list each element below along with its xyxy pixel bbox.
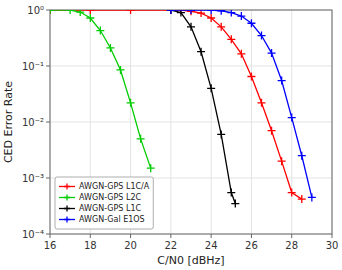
legend-label: AWGN-GPS L1C (79, 204, 142, 213)
marker (268, 127, 276, 135)
series-line (171, 10, 235, 204)
tick-label: 26 (245, 240, 258, 251)
marker (258, 32, 266, 40)
chart: 16 18 20 22 24 26 28 30 10⁻⁴ 10⁻³ 10⁻² 10⁻¹ 10⁰ C/N0 … (0, 0, 342, 270)
y-axis-label: CED Error Rate (2, 81, 15, 163)
tick-label: 16 (44, 240, 57, 251)
tick-mark (90, 234, 91, 238)
marker (50, 10, 54, 14)
marker (106, 44, 114, 52)
legend-marker (64, 184, 70, 190)
marker (207, 10, 215, 14)
marker (268, 49, 276, 57)
legend-marker (64, 195, 70, 201)
marker (298, 152, 306, 160)
marker (217, 10, 225, 15)
marker (137, 135, 145, 143)
marker (127, 10, 135, 14)
tick-label: 18 (84, 240, 97, 251)
grid (50, 10, 332, 234)
marker (167, 10, 175, 14)
series-line (50, 10, 151, 168)
marker (167, 10, 175, 14)
marker (117, 66, 125, 74)
marker (86, 10, 94, 14)
marker (227, 35, 235, 43)
marker (227, 10, 235, 17)
tick-label: 24 (205, 240, 218, 251)
marker (207, 84, 215, 92)
tick-mark (130, 234, 131, 238)
marker (278, 157, 286, 165)
legend-marker (64, 217, 70, 223)
legend: AWGN-GPS L1C/A AWGN-GPS L2C AWGN-GPS L1C AW… (55, 177, 153, 229)
tick-mark (291, 234, 292, 238)
ticks: 16 18 20 22 24 26 28 30 10⁻⁴ 10⁻³ 10⁻² 10⁻¹ 10⁰ (22, 5, 338, 251)
marker (217, 23, 225, 31)
tick-label: 30 (326, 240, 339, 251)
tick-mark (46, 178, 50, 179)
marker (147, 164, 155, 172)
grid-line (50, 122, 332, 123)
marker (197, 10, 205, 17)
marker (258, 99, 266, 107)
marker (76, 10, 84, 16)
marker (298, 195, 306, 203)
marker (308, 193, 316, 201)
marker (247, 72, 255, 80)
marker (231, 200, 239, 208)
legend-label: AWGN-GPS L1C/A (79, 182, 150, 191)
background (0, 0, 342, 270)
marker (217, 130, 225, 138)
marker (197, 48, 205, 56)
marker (227, 189, 235, 197)
legend-box (55, 177, 153, 229)
tick-mark (46, 10, 50, 11)
marker (187, 23, 195, 31)
marker (86, 14, 94, 22)
tick-label: 22 (164, 240, 177, 251)
marker (177, 10, 185, 17)
tick-mark (332, 234, 333, 238)
legend-label: AWGN-GPS L2C (79, 193, 142, 202)
plot-area (50, 10, 332, 234)
marker (237, 12, 245, 20)
series-line (50, 10, 302, 199)
tick-label: 10⁻⁴ (22, 229, 44, 240)
tick-mark (251, 234, 252, 238)
tick-label: 10⁻³ (22, 173, 44, 184)
series-line (171, 10, 312, 197)
tick-label: 10⁻² (22, 117, 44, 128)
marker (187, 10, 195, 14)
tick-mark (50, 234, 51, 238)
tick-mark (46, 234, 50, 235)
marker (247, 19, 255, 27)
x-axis-label: C/N0 [dBHz] (157, 254, 224, 267)
marker (96, 27, 104, 35)
marker (50, 10, 54, 14)
marker (288, 189, 296, 197)
tick-mark (211, 234, 212, 238)
marker (278, 77, 286, 85)
tick-mark (46, 122, 50, 123)
tick-label: 28 (285, 240, 298, 251)
tick-label: 20 (124, 240, 137, 251)
legend-marker (64, 206, 70, 212)
grid-line (50, 66, 332, 67)
legend-label: AWGN-Gal E1OS (79, 215, 145, 224)
plot-frame (50, 10, 332, 234)
marker (288, 114, 296, 122)
marker (207, 14, 215, 22)
marker (127, 99, 135, 107)
marker (66, 10, 74, 14)
tick-mark (46, 66, 50, 67)
tick-mark (170, 234, 171, 238)
tick-label: 10⁻¹ (22, 61, 44, 72)
marker (237, 50, 245, 58)
marker (167, 10, 175, 14)
tick-label: 10⁰ (27, 5, 44, 16)
